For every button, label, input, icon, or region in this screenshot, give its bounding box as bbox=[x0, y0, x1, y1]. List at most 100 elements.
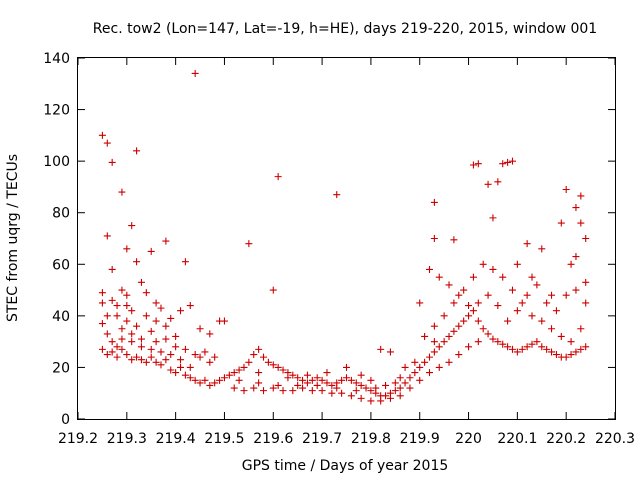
data-point bbox=[269, 384, 277, 392]
data-point bbox=[582, 278, 590, 286]
data-point bbox=[162, 322, 170, 330]
data-point bbox=[465, 343, 473, 351]
data-point bbox=[391, 379, 399, 387]
data-point bbox=[167, 314, 175, 322]
data-point bbox=[552, 351, 560, 359]
data-point bbox=[484, 291, 492, 299]
data-point bbox=[118, 325, 126, 333]
data-point bbox=[469, 161, 477, 169]
y-tick-label: 140 bbox=[43, 51, 70, 67]
data-point bbox=[543, 345, 551, 353]
data-point bbox=[523, 343, 531, 351]
data-point bbox=[260, 387, 268, 395]
data-point bbox=[162, 335, 170, 343]
data-point bbox=[523, 291, 531, 299]
data-point bbox=[406, 384, 414, 392]
data-point bbox=[572, 348, 580, 356]
data-point bbox=[181, 371, 189, 379]
data-point bbox=[450, 327, 458, 335]
data-point bbox=[289, 371, 297, 379]
data-point bbox=[484, 330, 492, 338]
data-point bbox=[230, 384, 238, 392]
data-point bbox=[538, 343, 546, 351]
data-point bbox=[450, 299, 458, 307]
data-point bbox=[543, 299, 551, 307]
data-point bbox=[513, 260, 521, 268]
data-point bbox=[206, 358, 214, 366]
data-point bbox=[137, 335, 145, 343]
data-point bbox=[118, 345, 126, 353]
data-point bbox=[343, 363, 350, 371]
data-point bbox=[167, 366, 175, 374]
data-point bbox=[518, 299, 526, 307]
data-point bbox=[98, 320, 106, 328]
data-point bbox=[177, 363, 185, 371]
data-point bbox=[196, 325, 204, 333]
data-point bbox=[211, 353, 219, 361]
data-point bbox=[548, 325, 556, 333]
data-point bbox=[552, 307, 560, 315]
data-point bbox=[338, 376, 346, 384]
data-point bbox=[147, 353, 155, 361]
data-point bbox=[201, 376, 209, 384]
data-point bbox=[333, 384, 341, 392]
data-point bbox=[396, 374, 404, 382]
data-point bbox=[128, 307, 136, 315]
data-point bbox=[274, 381, 282, 389]
data-point bbox=[489, 214, 497, 222]
data-point bbox=[411, 358, 419, 366]
data-point bbox=[577, 325, 585, 333]
data-point bbox=[455, 322, 463, 330]
data-point bbox=[577, 192, 585, 200]
data-point bbox=[279, 387, 287, 395]
data-point bbox=[328, 389, 336, 397]
data-point bbox=[513, 348, 521, 356]
data-point bbox=[372, 384, 380, 392]
data-point bbox=[582, 343, 590, 351]
data-point bbox=[445, 281, 453, 289]
data-point bbox=[357, 381, 365, 389]
data-point bbox=[142, 289, 150, 297]
data-point bbox=[98, 345, 106, 353]
x-tick-label: 219.5 bbox=[204, 431, 244, 447]
data-point bbox=[123, 302, 131, 310]
data-point bbox=[108, 265, 116, 273]
x-axis-label: GPS time / Days of year 2015 bbox=[242, 458, 449, 474]
data-point bbox=[357, 394, 365, 402]
data-point bbox=[147, 247, 155, 255]
data-point bbox=[98, 131, 106, 139]
data-point bbox=[465, 302, 473, 310]
y-tick-label: 100 bbox=[43, 154, 70, 170]
data-point bbox=[577, 345, 585, 353]
data-point bbox=[504, 317, 512, 325]
data-point bbox=[518, 345, 526, 353]
data-point bbox=[508, 345, 516, 353]
y-tick-label: 80 bbox=[52, 206, 70, 222]
data-point bbox=[308, 387, 316, 395]
data-point bbox=[430, 198, 438, 206]
data-point bbox=[435, 343, 443, 351]
data-point bbox=[367, 397, 375, 405]
data-point bbox=[313, 374, 321, 382]
data-point bbox=[196, 353, 204, 361]
data-point bbox=[108, 158, 116, 166]
data-point bbox=[108, 338, 116, 346]
data-point bbox=[128, 222, 136, 230]
data-point bbox=[137, 343, 145, 351]
data-point bbox=[128, 330, 136, 338]
data-point bbox=[367, 376, 375, 384]
y-axis-label: STEC from uqrg / TECUs bbox=[5, 154, 21, 322]
data-point bbox=[528, 273, 536, 281]
data-point bbox=[347, 376, 355, 384]
data-point bbox=[474, 317, 482, 325]
data-point bbox=[172, 369, 180, 377]
data-point bbox=[172, 343, 180, 351]
data-point bbox=[235, 376, 243, 384]
data-point bbox=[508, 157, 516, 165]
data-point bbox=[562, 353, 570, 361]
data-point bbox=[103, 232, 111, 240]
data-point bbox=[289, 387, 297, 395]
data-point bbox=[323, 379, 331, 387]
data-point bbox=[152, 299, 160, 307]
